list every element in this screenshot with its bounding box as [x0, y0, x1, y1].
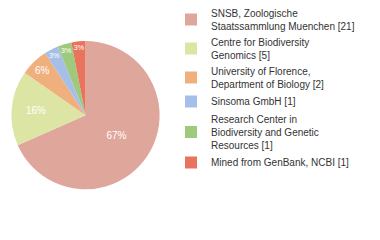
svg-text:Mined from GenBank, NCBI [1]: Mined from GenBank, NCBI [1] — [211, 157, 349, 168]
svg-text:3%: 3% — [74, 44, 85, 52]
svg-text:Sinsoma GmbH [1]: Sinsoma GmbH [1] — [211, 96, 296, 107]
svg-text:SNSB, ZoologischeStaatssammlun: SNSB, ZoologischeStaatssammlung Muenchen… — [211, 8, 355, 32]
svg-text:6%: 6% — [35, 65, 50, 76]
svg-text:Centre for BiodiversityGenomic: Centre for BiodiversityGenomics [5] — [211, 37, 309, 61]
svg-text:Research Center inBiodiversity: Research Center inBiodiversity and Genet… — [211, 114, 319, 151]
svg-text:16%: 16% — [26, 105, 46, 116]
svg-text:University of Florence,Departm: University of Florence,Department of Bio… — [211, 66, 324, 90]
svg-text:67%: 67% — [106, 130, 126, 141]
svg-text:3%: 3% — [61, 47, 72, 55]
svg-text:3%: 3% — [49, 52, 60, 60]
